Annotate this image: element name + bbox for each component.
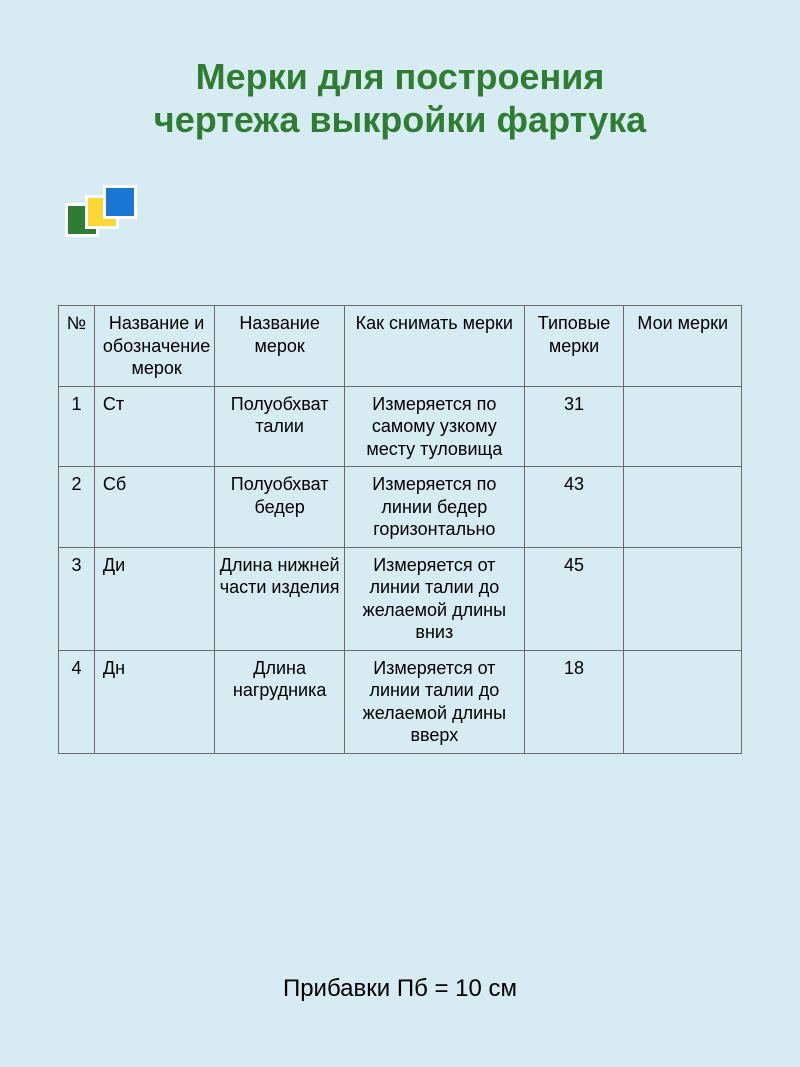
cell-typ: 18: [524, 650, 624, 753]
cell-how: Измеряется от линии талии до желаемой дл…: [345, 547, 525, 650]
table-header-row: № Название и обозначение мерок Название …: [59, 306, 742, 387]
cell-how: Измеряется по самому узкому месту тулови…: [345, 386, 525, 467]
cell-name: Длина нагрудника: [215, 650, 345, 753]
cell-my: [624, 467, 742, 548]
table-row: 3 Ди Длина нижней части изделия Измеряет…: [59, 547, 742, 650]
table-row: 2 Сб Полуобхват бедер Измеряется по лини…: [59, 467, 742, 548]
cell-num: 4: [59, 650, 95, 753]
cell-abbr: Ст: [94, 386, 214, 467]
measurements-table-wrap: № Название и обозначение мерок Название …: [58, 305, 742, 754]
cell-num: 2: [59, 467, 95, 548]
header-num: №: [59, 306, 95, 387]
cell-how: Измеряется от линии талии до желаемой дл…: [345, 650, 525, 753]
measurements-table: № Название и обозначение мерок Название …: [58, 305, 742, 754]
table-row: 4 Дн Длина нагрудника Измеряется от лини…: [59, 650, 742, 753]
header-typ: Типовые мерки: [524, 306, 624, 387]
header-name: Название мерок: [215, 306, 345, 387]
cell-typ: 31: [524, 386, 624, 467]
header-how: Как снимать мерки: [345, 306, 525, 387]
cell-my: [624, 386, 742, 467]
cell-num: 3: [59, 547, 95, 650]
cell-how: Измеряется по линии бедер горизонтально: [345, 467, 525, 548]
cell-num: 1: [59, 386, 95, 467]
title-line-2: чертежа выкройки фартука: [154, 99, 646, 140]
footer-note: Прибавки Пб = 10 см: [0, 975, 800, 1003]
header-my: Мои мерки: [624, 306, 742, 387]
cell-typ: 45: [524, 547, 624, 650]
title-line-1: Мерки для построения: [196, 56, 605, 97]
table-row: 1 Ст Полуобхват талии Измеряется по само…: [59, 386, 742, 467]
cell-name: Полуобхват бедер: [215, 467, 345, 548]
header-abbr: Название и обозначение мерок: [94, 306, 214, 387]
cell-my: [624, 547, 742, 650]
decoration-squares: [65, 185, 135, 245]
cell-name: Полуобхват талии: [215, 386, 345, 467]
cell-my: [624, 650, 742, 753]
page-title: Мерки для построения чертежа выкройки фа…: [0, 0, 800, 141]
cell-name: Длина нижней части изделия: [215, 547, 345, 650]
cell-abbr: Дн: [94, 650, 214, 753]
cell-typ: 43: [524, 467, 624, 548]
cell-abbr: Сб: [94, 467, 214, 548]
cell-abbr: Ди: [94, 547, 214, 650]
deco-square-blue: [103, 185, 137, 219]
